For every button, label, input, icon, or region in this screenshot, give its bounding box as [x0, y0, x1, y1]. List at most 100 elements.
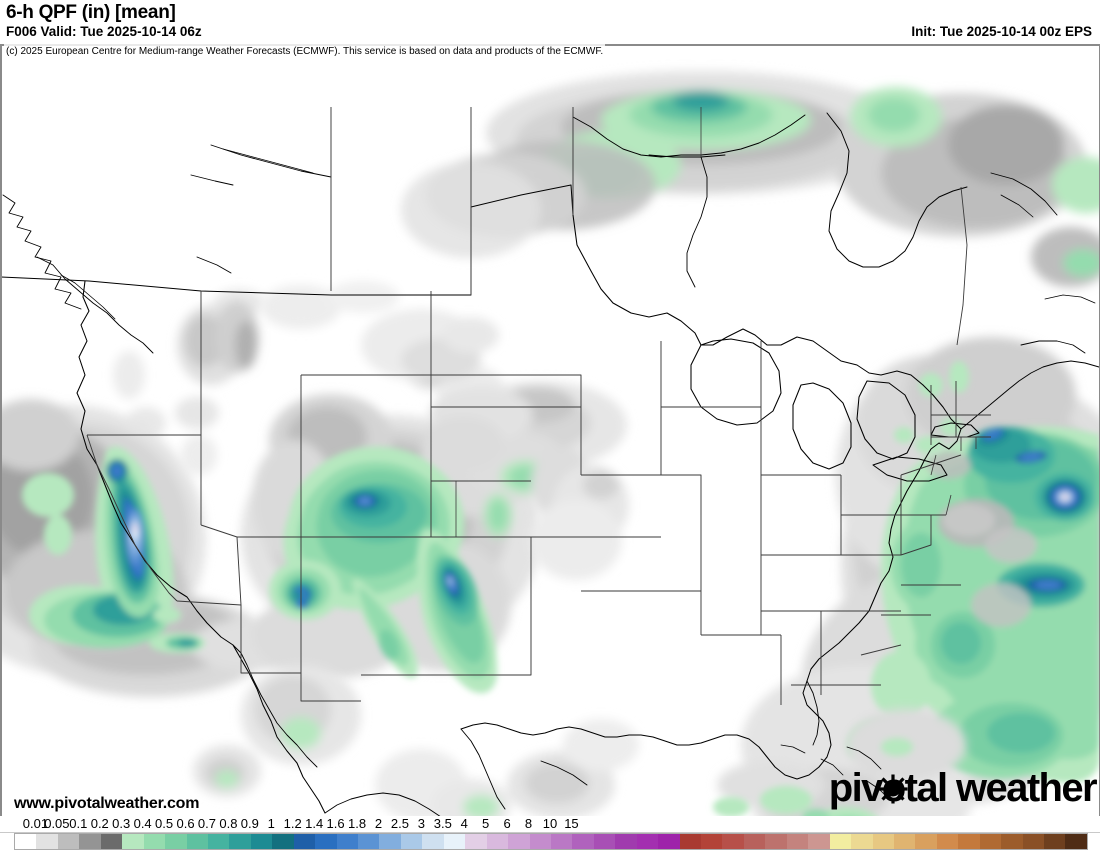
precip-region-new-mexico-east [416, 528, 498, 694]
colorbar-tick: 1.6 [326, 816, 345, 831]
colorbar-swatch[interactable] [658, 834, 680, 849]
pivotal-weather-logo: piv o tal weather [828, 766, 1098, 810]
colorbar-swatch[interactable] [958, 834, 980, 849]
colorbar-swatch[interactable] [443, 834, 466, 849]
precip-region-northern-plains [261, 281, 499, 382]
colorbar-swatch[interactable] [529, 834, 551, 849]
mexico-gulf-coast [460, 728, 506, 810]
colorbar-swatch[interactable] [400, 834, 423, 849]
colorbar-tick: 2.5 [390, 816, 409, 831]
colorbar-swatch[interactable] [100, 834, 123, 849]
nova-scotia [1020, 340, 1086, 354]
colorbar-swatch[interactable] [872, 834, 894, 849]
precip-region-northern-rockies [113, 289, 265, 475]
border-wv-va [900, 515, 932, 556]
colorbar-swatch[interactable] [508, 834, 530, 849]
sun-icon: o [878, 766, 908, 810]
colorbar-swatch[interactable] [486, 834, 509, 849]
colorbar-swatch[interactable] [636, 834, 659, 849]
colorbar-tick: 0.9 [240, 816, 259, 831]
colorbar-swatch[interactable] [1044, 834, 1066, 849]
map-canvas[interactable] [0, 44, 1100, 816]
border-nm-tx [361, 536, 532, 676]
colorbar-swatch[interactable] [186, 834, 208, 849]
colorbar-swatch[interactable] [57, 834, 80, 849]
precip-field-layer [1, 71, 1100, 816]
colorbar-swatch[interactable] [250, 834, 273, 849]
colorbar-swatch[interactable] [1022, 834, 1044, 849]
colorbar-tick: 0.4 [133, 816, 152, 831]
colorbar-swatch[interactable] [851, 834, 873, 849]
colorbar-swatch[interactable] [893, 834, 916, 849]
nwt-lake-1 [210, 144, 332, 178]
colorbar-tick: 1.2 [283, 816, 302, 831]
colorbar-swatch[interactable] [422, 834, 444, 849]
colorbar-tick: 3.5 [433, 816, 452, 831]
colorbar-swatch[interactable] [379, 834, 401, 849]
border-sc-ga [860, 644, 902, 656]
colorbar-swatch[interactable] [743, 834, 766, 849]
nwt-lake-2 [222, 148, 314, 174]
colorbar-swatch[interactable] [293, 834, 316, 849]
precip-region-northeast-atlantic [741, 337, 1100, 816]
border-pa-nj [930, 454, 937, 476]
lake-erie [872, 456, 948, 482]
colorbar-swatch[interactable] [36, 834, 58, 849]
colorbar-swatch[interactable] [593, 834, 616, 849]
colorbar-swatch[interactable] [915, 834, 937, 849]
colorbar-tick: 0.3 [112, 816, 131, 831]
colorbar-swatches[interactable] [14, 833, 1088, 850]
colorbar-swatch[interactable] [701, 834, 723, 849]
colorbar-tick: 0.05 [44, 816, 70, 831]
hudson-coast [1000, 194, 1034, 218]
border-ia-mo [661, 474, 702, 515]
colorbar-swatch[interactable] [936, 834, 959, 849]
colorbar-swatch[interactable] [786, 834, 809, 849]
colorbar-swatch[interactable] [165, 834, 187, 849]
colorbar-swatch[interactable] [336, 834, 358, 849]
labrador-coast [990, 172, 1058, 216]
colorbar-swatch[interactable] [358, 834, 380, 849]
colorbar-swatch[interactable] [550, 834, 573, 849]
colorbar-swatch[interactable] [207, 834, 230, 849]
yucatan [540, 760, 588, 786]
colorbar-swatch[interactable] [229, 834, 251, 849]
colorbar-swatch[interactable] [679, 834, 701, 849]
nwt-lake-3 [190, 174, 234, 186]
precip-region-northeast-canada [836, 87, 1100, 287]
colorbar-tick: 8 [524, 816, 533, 831]
colorbar-swatch[interactable] [465, 834, 487, 849]
colorbar-tick: 0.7 [197, 816, 216, 831]
precip-region-central-plains [409, 359, 629, 580]
lake-michigan [792, 382, 852, 470]
colorbar-swatch[interactable] [722, 834, 744, 849]
border-az-mexico [300, 673, 361, 702]
colorbar-swatch[interactable] [15, 834, 37, 849]
colorbar-swatch[interactable] [1065, 834, 1087, 849]
colorbar-tick: 10 [542, 816, 558, 831]
colorbar-swatch[interactable] [79, 834, 101, 849]
canada-lake-a [648, 154, 726, 158]
colorbar-tick: 1.4 [305, 816, 324, 831]
pei [1044, 294, 1096, 304]
colorbar-swatch[interactable] [808, 834, 830, 849]
bahamas-2 [820, 758, 844, 776]
colorbar-tick-labels: 0.01 0.05 0.1 0.2 0.3 0.4 0.5 0.6 0.7 0.8 0.9 1 1.2 1… [0, 816, 1100, 832]
colorbar-swatch[interactable] [979, 834, 1002, 849]
colorbar[interactable]: 0.01 0.05 0.1 0.2 0.3 0.4 0.5 0.6 0.7 0.8 0.9 1 1.2 1… [0, 816, 1100, 850]
hudson-bay-coast [826, 112, 968, 268]
colorbar-swatch[interactable] [829, 834, 852, 849]
colorbar-swatch[interactable] [315, 834, 337, 849]
colorbar-swatch[interactable] [1001, 834, 1023, 849]
logo-text-pre: piv [828, 766, 884, 810]
colorbar-tick: 0.2 [90, 816, 109, 831]
colorbar-swatch[interactable] [765, 834, 787, 849]
colorbar-swatch[interactable] [143, 834, 166, 849]
sun-rays-icon [878, 774, 908, 804]
colorbar-swatch[interactable] [572, 834, 594, 849]
colorbar-swatch[interactable] [122, 834, 144, 849]
colorbar-swatch[interactable] [272, 834, 294, 849]
colorbar-tick: 1.8 [347, 816, 367, 831]
colorbar-swatch[interactable] [615, 834, 637, 849]
site-url-label: www.pivotalweather.com [14, 795, 200, 812]
